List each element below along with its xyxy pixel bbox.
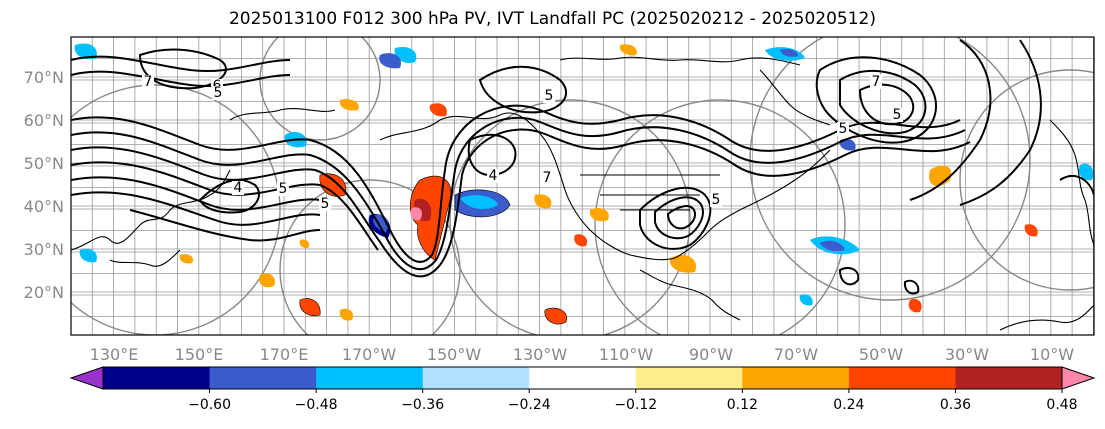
colorbar-extend-low (69, 366, 104, 390)
gray-circles (71, 37, 1094, 335)
contour-label-bg (277, 182, 289, 196)
colorbar-tick-label: −0.60 (188, 397, 231, 413)
longitude-label: 70°W (774, 345, 818, 364)
contour-label: 5 (321, 196, 330, 212)
colorbar-segment (529, 367, 637, 389)
latitude-labels: 70°N 60°N 50°N 40°N 30°N 20°N (24, 68, 64, 302)
colorbar-segment (103, 367, 211, 389)
contour-label: 4 (234, 180, 243, 196)
contour-label-bg (232, 181, 244, 195)
map-frame (70, 36, 1095, 336)
contour-label: 4 (489, 168, 498, 184)
longitude-label: 130°W (513, 345, 568, 364)
contour-label-bg (710, 193, 722, 207)
contour-label: 5 (712, 192, 721, 208)
longitude-label: 50°W (859, 345, 903, 364)
contour-label: 5 (545, 88, 554, 104)
colorbar-extend-high (1061, 366, 1096, 390)
longitude-label: 150°W (427, 345, 482, 364)
contour-label: 5 (279, 181, 288, 197)
contour-label-bg (870, 75, 882, 89)
colorbar-segment (742, 367, 850, 389)
figure-title: 2025013100 F012 300 hPa PV, IVT Landfall… (228, 9, 876, 29)
contour-label: 5 (839, 121, 848, 137)
colorbar-frame (102, 366, 1063, 390)
latitude-label: 60°N (24, 111, 64, 130)
latitude-label: 40°N (24, 197, 64, 216)
colorbar: −0.60 −0.48 −0.36 −0.24 −0.12 0.12 0.24 0.36 0.4… (69, 366, 1096, 413)
colorbar-segment (316, 367, 424, 389)
contour-label: 7 (144, 74, 153, 90)
contour-label: 5 (893, 107, 902, 123)
longitude-label: 10°W (1030, 345, 1074, 364)
contour-label: 7 (872, 74, 881, 90)
contour-label-bg (541, 171, 553, 185)
colorbar-segment (635, 367, 743, 389)
colorbar-tick-label: 0.36 (940, 397, 971, 413)
contour-label-bg (212, 86, 224, 100)
contour-label: 5 (214, 85, 223, 101)
colorbar-segment (848, 367, 956, 389)
colorbar-tick-label: −0.12 (614, 397, 657, 413)
gridlines (71, 37, 1094, 335)
contour-labels: 6755454575755 (142, 74, 903, 212)
contour-label-bg (891, 108, 903, 122)
colorbar-tick-label: −0.36 (401, 397, 444, 413)
contour-label-bg (319, 197, 331, 211)
contour-label-bg (142, 75, 154, 89)
latitude-label: 30°N (24, 240, 64, 259)
contour-label-bg (543, 89, 555, 103)
latitude-label: 20°N (24, 283, 64, 302)
colorbar-segment (209, 367, 317, 389)
latitude-label: 70°N (24, 68, 64, 87)
longitude-labels: 130°E 150°E 170°E 170°W 150°W 130°W 110°W 90°W 7… (90, 345, 1075, 364)
longitude-label: 110°W (599, 345, 654, 364)
colorbar-segment (955, 367, 1063, 389)
colorbar-segment (422, 367, 530, 389)
latitude-label: 50°N (24, 154, 64, 173)
longitude-label: 90°W (689, 345, 733, 364)
contour-label-bg (837, 122, 849, 136)
colorbar-tick-label: 0.12 (727, 397, 758, 413)
longitude-label: 30°W (945, 345, 989, 364)
longitude-label: 170°W (342, 345, 397, 364)
colorbar-tick-label: −0.48 (295, 397, 338, 413)
contour-label: 7 (543, 170, 552, 186)
longitude-label: 150°E (175, 345, 224, 364)
longitude-label: 130°E (90, 345, 139, 364)
longitude-label: 170°E (260, 345, 309, 364)
colorbar-tick-label: 0.48 (1046, 397, 1077, 413)
contour-label-bg (487, 169, 499, 183)
pv-contours (71, 39, 1094, 295)
colorbar-tick-label: −0.24 (508, 397, 551, 413)
colorbar-tick-label: 0.24 (833, 397, 864, 413)
